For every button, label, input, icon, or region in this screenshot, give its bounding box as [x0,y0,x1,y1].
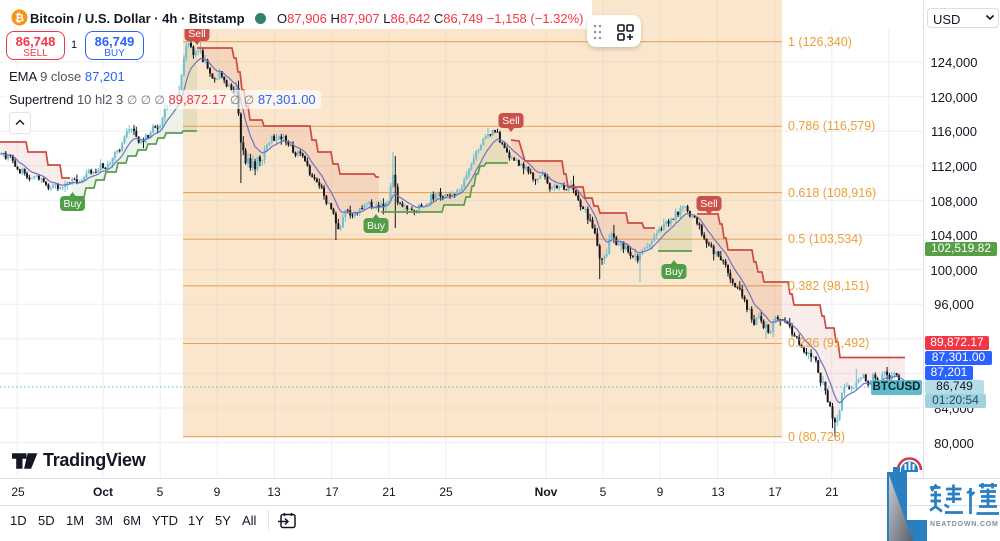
svg-text:₿: ₿ [15,13,24,25]
svg-text:Sell: Sell [502,115,520,127]
svg-text:Buy: Buy [367,220,386,232]
svg-text:Buy: Buy [665,266,684,278]
svg-text:Sell: Sell [700,198,718,210]
svg-text:Sell: Sell [188,28,206,40]
svg-text:Buy: Buy [63,198,82,210]
